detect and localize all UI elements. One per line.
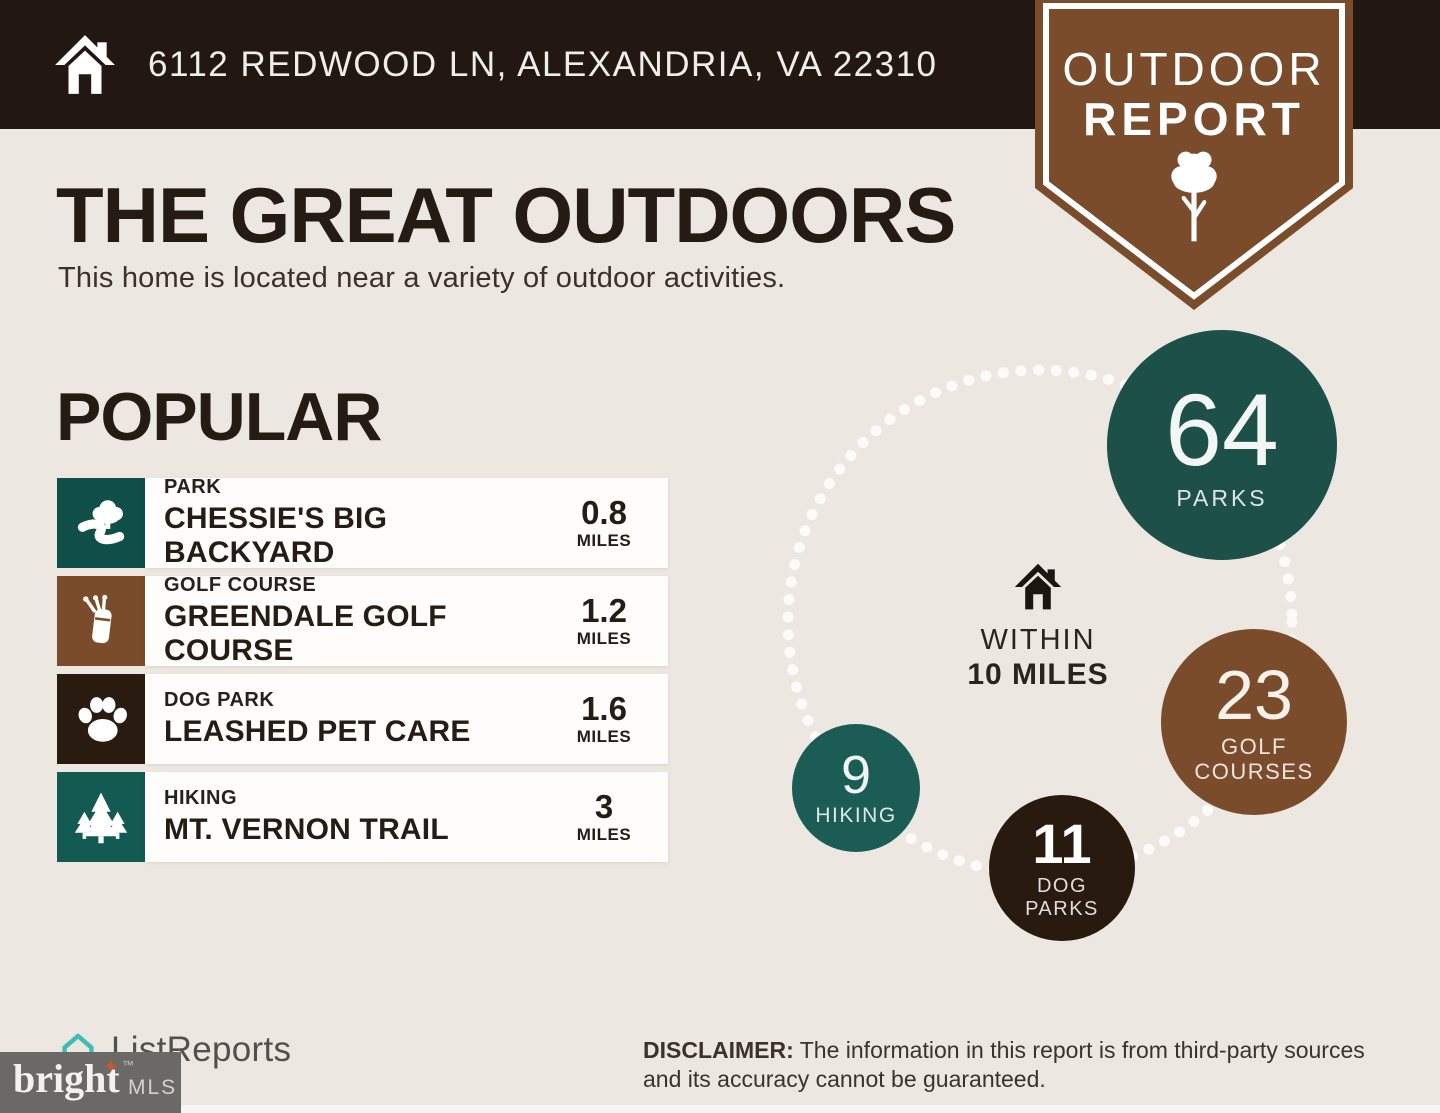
golf-courses-count: 23 <box>1215 655 1293 734</box>
dog-icon-tile <box>57 674 145 764</box>
trademark-symbol: ™ <box>122 1058 134 1072</box>
golf-bag-icon <box>83 594 112 644</box>
park-card: PARK CHESSIE'S BIG BACKYARD 0.8 MILES <box>145 476 668 569</box>
bottom-edge <box>0 1105 1440 1113</box>
golf-icon-tile <box>57 576 145 666</box>
golf-card: GOLF COURSE GREENDALE GOLF COURSE 1.2 MI… <box>145 574 668 667</box>
house-icon <box>55 34 115 94</box>
park-icon-tile <box>57 478 145 568</box>
badge-title-report: REPORT <box>1083 93 1305 145</box>
distance-value: 0.8 <box>581 493 627 531</box>
distance-unit: MILES <box>576 628 632 648</box>
category-label: PARK <box>164 476 222 498</box>
golf-courses-bubble: 23 GOLF COURSES <box>1161 629 1347 815</box>
distance: 3 MILES <box>550 790 668 845</box>
distance-unit: MILES <box>576 530 632 550</box>
distance: 1.6 MILES <box>550 692 668 747</box>
place-name: GREENDALE GOLF COURSE <box>164 600 447 667</box>
home-icon <box>1014 563 1062 610</box>
bright-star-icon: ✦ <box>103 1057 119 1078</box>
bright-wordmark: bright <box>13 1056 120 1101</box>
distance-value: 1.2 <box>581 591 627 629</box>
page-subtitle: This home is located near a variety of o… <box>58 262 786 294</box>
parks-count: 64 <box>1165 372 1279 487</box>
parks-bubble: 64 PARKS <box>1107 330 1337 560</box>
outdoor-report-badge: OUTDOOR REPORT <box>1035 0 1353 315</box>
list-item-dog-park: DOG PARK LEASHED PET CARE 1.6 MILES <box>57 674 668 764</box>
property-address: 6112 REDWOOD LN, ALEXANDRIA, VA 22310 <box>148 44 938 84</box>
within-label: WITHIN <box>980 624 1096 656</box>
distance-unit: MILES <box>576 824 632 844</box>
golf-courses-bubble-label: GOLF COURSES <box>1194 733 1314 784</box>
radius-center: WITHIN 10 MILES <box>938 563 1138 692</box>
list-item-park: PARK CHESSIE'S BIG BACKYARD 0.8 MILES <box>57 476 668 569</box>
hiking-card: HIKING MT. VERNON TRAIL 3 MILES <box>145 772 668 862</box>
park-icon <box>77 500 125 545</box>
distance-value: 1.6 <box>581 689 627 727</box>
popular-heading: POPULAR <box>56 379 382 455</box>
place-name: CHESSIE'S BIG BACKYARD <box>164 502 388 569</box>
dog-parks-bubble: 11 DOG PARKS <box>989 795 1135 941</box>
place-name: MT. VERNON TRAIL <box>164 813 449 846</box>
category-label: HIKING <box>164 787 237 809</box>
distance-unit: MILES <box>576 726 632 746</box>
category-label: DOG PARK <box>164 689 275 711</box>
page-title: THE GREAT OUTDOORS <box>56 171 956 259</box>
hiking-count: 9 <box>840 744 872 805</box>
place-name: LEASHED PET CARE <box>164 715 471 748</box>
distance-value: 3 <box>594 787 614 825</box>
dog-parks-count: 11 <box>1032 811 1092 875</box>
disclaimer-text: The information in this report is from t… <box>643 1037 1365 1092</box>
mls-wordmark: MLS <box>128 1076 178 1099</box>
badge-title-outdoor: OUTDOOR <box>1062 43 1326 95</box>
popular-list: PARK CHESSIE'S BIG BACKYARD 0.8 MILES <box>57 476 668 870</box>
hiking-icon-tile <box>57 772 145 862</box>
hiking-bubble-label: HIKING <box>815 803 897 827</box>
disclaimer-label: DISCLAIMER: <box>643 1037 794 1063</box>
hiking-bubble: 9 HIKING <box>792 724 920 852</box>
dog-park-card: DOG PARK LEASHED PET CARE 1.6 MILES <box>145 674 668 764</box>
parks-bubble-label: PARKS <box>1176 484 1268 511</box>
list-item-hiking: HIKING MT. VERNON TRAIL 3 MILES <box>57 772 668 862</box>
distance: 0.8 MILES <box>550 496 668 551</box>
disclaimer: DISCLAIMER: The information in this repo… <box>643 1036 1391 1093</box>
category-label: GOLF COURSE <box>164 574 317 596</box>
dog-parks-bubble-label: DOG PARKS <box>1025 874 1099 920</box>
distance: 1.2 MILES <box>550 594 668 649</box>
tree-icon <box>1171 151 1217 242</box>
bright-mls-logo: bright ✦ ™ MLS <box>0 1052 181 1113</box>
list-item-golf: GOLF COURSE GREENDALE GOLF COURSE 1.2 MI… <box>57 574 668 667</box>
pine-trees-icon <box>74 792 128 844</box>
paw-icon <box>78 697 127 742</box>
radius-distance-label: 10 MILES <box>967 658 1109 691</box>
